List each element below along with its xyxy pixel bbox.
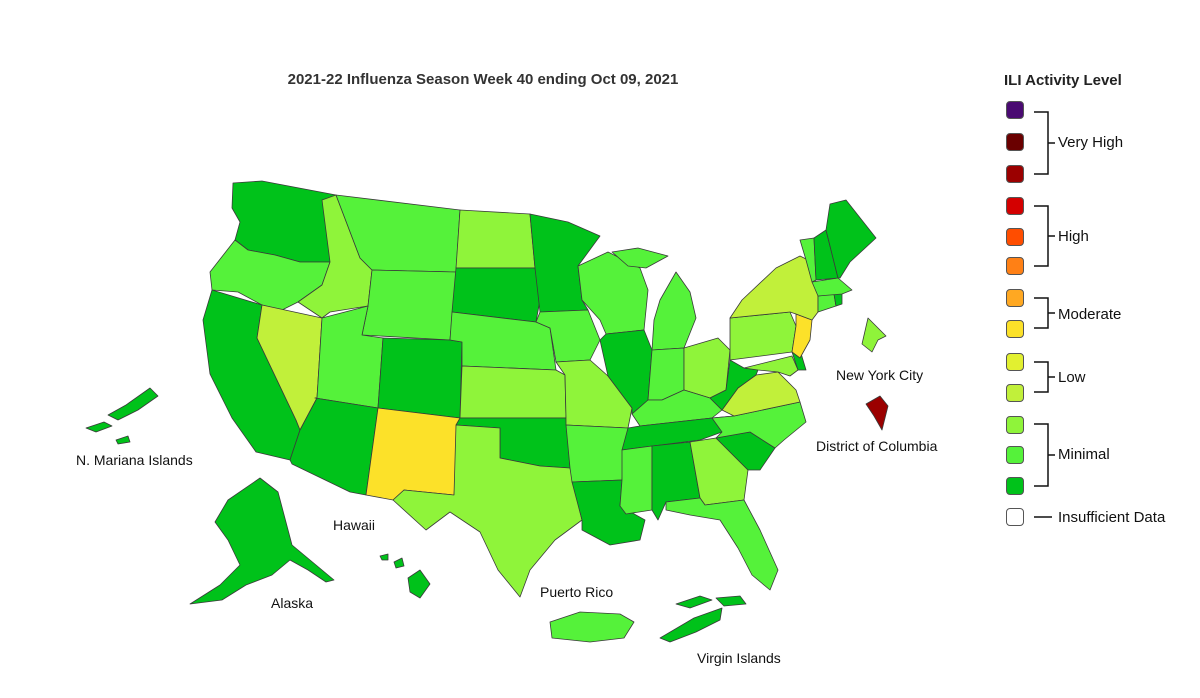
label-district-of-columbia: District of Columbia xyxy=(816,438,938,454)
state-AR[interactable] xyxy=(565,424,629,483)
legend-label-insufficient-data: Insufficient Data xyxy=(1058,509,1166,526)
label-alaska: Alaska xyxy=(271,595,314,611)
legend-label-very-high: Very High xyxy=(1058,134,1124,151)
state-CO[interactable] xyxy=(377,337,463,419)
state-MP[interactable] xyxy=(85,387,159,445)
state-CT[interactable] xyxy=(817,293,837,313)
legend-label-high: High xyxy=(1058,228,1089,245)
legend-swatch-3 xyxy=(1006,197,1024,215)
legend-swatch-5 xyxy=(1006,257,1024,275)
state-ME[interactable] xyxy=(825,199,877,279)
state-VT[interactable] xyxy=(799,237,817,283)
label-hawaii: Hawaii xyxy=(333,517,376,533)
state-WY[interactable] xyxy=(361,269,457,341)
state-OH[interactable] xyxy=(683,337,731,399)
legend-swatch-7 xyxy=(1006,320,1024,338)
state-MD[interactable] xyxy=(743,355,799,377)
legend-title: ILI Activity Level xyxy=(1004,72,1122,89)
state-SD[interactable] xyxy=(451,267,541,323)
state-NYC[interactable] xyxy=(865,395,889,431)
state-VI[interactable] xyxy=(659,595,747,643)
label-puerto-rico: Puerto Rico xyxy=(540,584,614,600)
legend-brackets xyxy=(1034,111,1055,518)
legend-swatch-13 xyxy=(1006,508,1024,526)
legend-swatch-8 xyxy=(1006,353,1024,371)
state-NM[interactable] xyxy=(365,407,461,501)
legend-label-low: Low xyxy=(1058,369,1086,386)
state-MI[interactable] xyxy=(611,247,697,351)
legend-swatch-1 xyxy=(1006,133,1024,151)
legend-swatch-11 xyxy=(1006,446,1024,464)
label-n-mariana-islands: N. Mariana Islands xyxy=(76,452,193,468)
label-virgin-islands: Virgin Islands xyxy=(697,650,781,666)
state-PA[interactable] xyxy=(729,311,797,361)
state-AK[interactable] xyxy=(189,477,335,605)
legend-swatch-2 xyxy=(1006,165,1024,183)
state-NJ[interactable] xyxy=(791,313,813,359)
legend-swatch-6 xyxy=(1006,289,1024,307)
state-MS[interactable] xyxy=(619,445,653,515)
legend-swatch-9 xyxy=(1006,384,1024,402)
state-ND[interactable] xyxy=(455,209,536,269)
state-WV[interactable] xyxy=(709,359,759,411)
state-TX[interactable] xyxy=(392,424,583,598)
state-PR[interactable] xyxy=(549,611,635,643)
label-new-york-city: New York City xyxy=(836,367,924,383)
legend-label-minimal: Minimal xyxy=(1058,446,1110,463)
legend-swatch-10 xyxy=(1006,416,1024,434)
state-DC[interactable] xyxy=(861,317,887,353)
legend-swatch-4 xyxy=(1006,228,1024,246)
legend-label-moderate: Moderate xyxy=(1058,306,1122,323)
state-HI[interactable] xyxy=(379,553,431,599)
map-title: 2021-22 Influenza Season Week 40 ending … xyxy=(287,71,679,88)
state-FL[interactable] xyxy=(665,497,779,591)
state-NY[interactable] xyxy=(729,255,819,321)
state-KS[interactable] xyxy=(459,365,567,419)
legend-swatch-0 xyxy=(1006,101,1024,119)
legend-swatch-12 xyxy=(1006,477,1024,495)
state-MA[interactable] xyxy=(811,277,853,297)
